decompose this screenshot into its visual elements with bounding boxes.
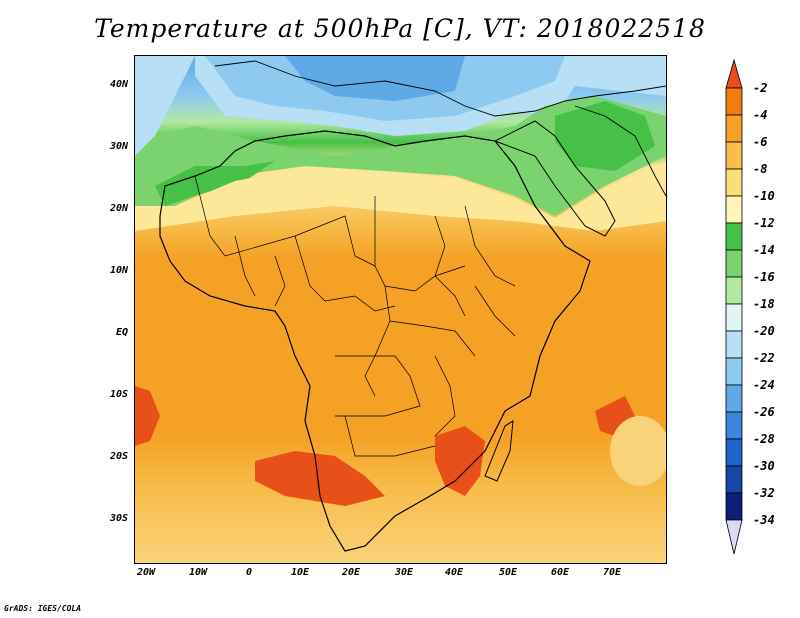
colorbar-label: -16 — [753, 270, 775, 284]
colorbar-segment — [725, 438, 743, 467]
colorbar-label: -8 — [753, 162, 768, 176]
colorbar-label: -6 — [753, 135, 768, 149]
lat-tick-label: 30N — [109, 141, 128, 152]
lon-tick-label: 10E — [290, 567, 310, 578]
lon-tick-label: 60E — [550, 567, 570, 578]
colorbar-label: -14 — [753, 243, 775, 257]
colorbar-segment — [725, 141, 743, 170]
warm-spot-west — [135, 386, 160, 446]
lat-tick-label: 40N — [109, 79, 128, 90]
lon-tick-label: 30E — [394, 567, 414, 578]
colorbar-label: -24 — [753, 378, 775, 392]
colorbar-segment — [725, 492, 743, 521]
colorbar-segment — [725, 87, 743, 116]
green-core-east — [555, 101, 655, 171]
colorbar-top-triangle — [725, 58, 743, 89]
colorbar-segment — [725, 195, 743, 224]
colorbar-segment — [725, 465, 743, 494]
madagascar-outline — [484, 420, 514, 482]
lon-tick-label: 20E — [341, 567, 361, 578]
colorbar-label: -10 — [753, 189, 775, 203]
colorbar-label: -34 — [753, 513, 775, 527]
colorbar-label: -32 — [753, 486, 775, 500]
colorbar-segment — [725, 357, 743, 386]
cooler-patch-east — [610, 416, 666, 486]
colorbar-label: -18 — [753, 297, 775, 311]
lat-tick-label: EQ — [115, 327, 128, 338]
lon-tick-label: 0 — [245, 567, 253, 578]
arabian-peninsula-outline — [493, 120, 616, 237]
colorbar-label: -12 — [753, 216, 775, 230]
lat-tick-label: 20S — [109, 451, 128, 462]
lon-tick-label: 40E — [444, 567, 464, 578]
map-plot-area — [134, 55, 667, 564]
colorbar-segment — [725, 249, 743, 278]
colorbar-label: -2 — [753, 81, 768, 95]
green-band — [135, 96, 666, 216]
colorbar — [725, 58, 743, 555]
colorbar-label: -22 — [753, 351, 775, 365]
lat-tick-label: 10N — [109, 265, 128, 276]
colorbar-segment — [725, 411, 743, 440]
colorbar-label: -4 — [753, 108, 768, 122]
colorbar-label: -28 — [753, 432, 775, 446]
coldest-region — [285, 56, 465, 101]
colorbar-segment — [725, 384, 743, 413]
cold-region-west — [135, 56, 195, 156]
colorbar-label: -26 — [753, 405, 775, 419]
lon-tick-label: 20W — [136, 567, 156, 578]
country-borders — [194, 175, 516, 457]
colorbar-bottom-triangle — [725, 519, 743, 555]
colorbar-segment — [725, 276, 743, 305]
pale-yellow-band — [135, 161, 666, 231]
mediterranean-coastline — [214, 60, 666, 117]
colorbar-segment — [725, 168, 743, 197]
lon-tick-label: 10W — [188, 567, 208, 578]
colorbar-label: -30 — [753, 459, 775, 473]
colorbar-label: -20 — [753, 324, 775, 338]
asia-coastline — [574, 105, 666, 197]
colorbar-segment — [725, 114, 743, 143]
colorbar-segment — [725, 222, 743, 251]
temperature-field — [135, 56, 666, 563]
colorbar-segment — [725, 330, 743, 359]
africa-coastline — [159, 130, 591, 552]
lat-tick-label: 10S — [109, 389, 128, 400]
chart-title: Temperature at 500hPa [C], VT: 201802251… — [94, 14, 706, 43]
colorbar-segment — [725, 303, 743, 332]
green-core-west — [155, 161, 275, 206]
footer-credit: GrADS: IGES/COLA — [4, 604, 82, 613]
warm-spot-south-central — [255, 451, 385, 506]
lat-tick-label: 30S — [109, 513, 128, 524]
warm-spot-mozambique — [435, 426, 485, 496]
lon-tick-label: 70E — [602, 567, 622, 578]
lat-tick-label: 20N — [109, 203, 128, 214]
lon-tick-label: 50E — [498, 567, 518, 578]
